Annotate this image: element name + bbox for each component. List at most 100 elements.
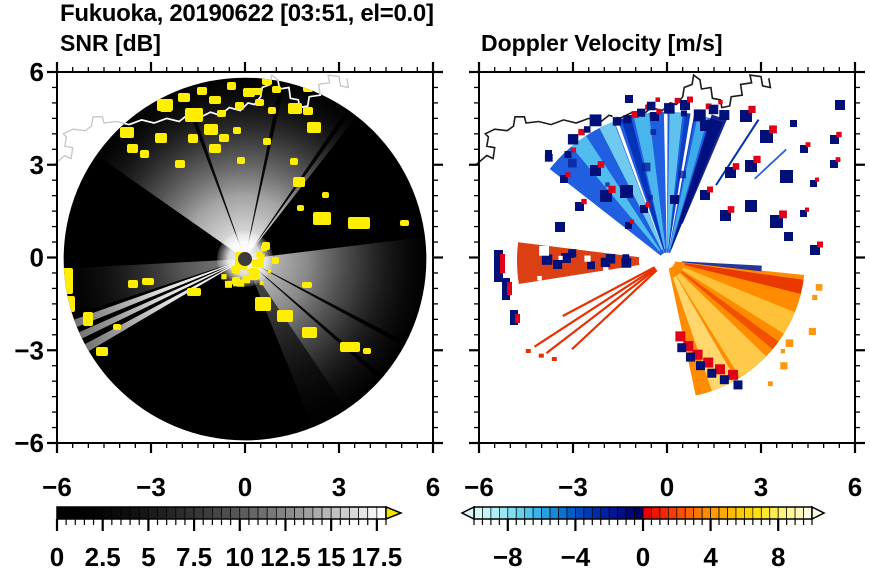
snr-clutter-blob <box>313 212 331 225</box>
velocity-clutter-blob <box>555 222 565 232</box>
velocity-clutter-blob <box>545 150 552 157</box>
velocity-colorbar-cell <box>642 506 652 520</box>
velocity-clutter-blob <box>575 202 584 211</box>
velocity-colorbar-cell <box>659 506 669 520</box>
axes: −6 −3 0 3 6 <box>464 62 865 502</box>
snr-clutter-blob <box>209 144 221 153</box>
velocity-clutter-blob <box>720 210 731 221</box>
snr-colorbar-label: 17.5 <box>352 542 403 570</box>
snr-colorbar: 0 2.5 5 7.5 10 12.5 15 17.5 <box>50 505 404 570</box>
snr-clutter-blob <box>340 342 360 352</box>
figure-title: Fukuoka, 20190622 [03:51, el=0.0] <box>60 0 434 27</box>
snr-clutter-blob <box>96 347 108 356</box>
snr-colorbar-cell <box>111 506 122 520</box>
snr-clutter-blob <box>127 144 138 153</box>
snr-clutter-blob <box>348 217 370 229</box>
velocity-colorbar-cell <box>777 506 788 520</box>
velocity-colorbar-cell <box>473 506 483 520</box>
snr-clutter-blob <box>197 87 207 95</box>
snr-clutter-blob <box>277 310 293 322</box>
snr-clutter-blob <box>297 205 304 211</box>
snr-colorbar-cell <box>84 506 94 520</box>
velocity-colorbar-cell <box>727 506 737 520</box>
velocity-clutter-blob <box>784 232 793 241</box>
velocity-colorbar-cell <box>608 506 619 520</box>
snr-clutter-blob <box>255 99 264 106</box>
snr-colorbar-cell <box>56 506 67 520</box>
velocity-colorbar-cell <box>803 506 813 520</box>
snr-colorbar-cell <box>248 506 259 520</box>
snr-echo-sector <box>245 236 427 410</box>
x-tick-label: −6 <box>42 472 72 502</box>
velocity-colorbar-cell <box>760 506 771 520</box>
snr-clutter-blob <box>120 127 134 138</box>
snr-colorbar-cell <box>193 506 204 520</box>
snr-clutter-blob <box>175 160 185 168</box>
snr-clutter-blob <box>288 77 300 83</box>
velocity-colorbar-label: 0 <box>636 542 650 570</box>
radar-site-dot <box>238 252 252 267</box>
snr-colorbar-cell <box>275 506 286 520</box>
snr-clutter-blob <box>255 297 271 311</box>
velocity-clutter-blob <box>700 120 711 131</box>
velocity-colorbar-label: −4 <box>561 542 591 570</box>
snr-clutter-blob <box>227 82 236 90</box>
snr-colorbar-cell <box>303 506 314 520</box>
beam-shadow-ray <box>252 262 407 347</box>
velocity-clutter-blob <box>625 95 633 103</box>
velocity-colorbar-cell <box>566 506 576 520</box>
snr-clutter-blob <box>185 108 203 122</box>
snr-clutter-blob <box>209 96 221 104</box>
velocity-colorbar-cell <box>710 506 720 520</box>
velocity-colorbar-cell <box>701 506 711 520</box>
snr-clutter-blob <box>302 327 317 338</box>
snr-clutter-blob <box>268 107 276 114</box>
snr-colorbar-cell <box>212 506 222 520</box>
velocity-colorbar-cell <box>558 506 568 520</box>
snr-colorbar-cell <box>184 506 195 520</box>
snr-clutter-blob <box>188 134 198 143</box>
x-tick-label: 3 <box>332 472 346 502</box>
snr-colorbar-cell <box>294 506 305 520</box>
snr-colorbar-label: 10 <box>225 542 254 570</box>
snr-colorbar-cell <box>230 506 241 520</box>
velocity-clutter-blob <box>725 167 736 178</box>
snr-clutter-blob <box>327 86 337 94</box>
snr-clutter-blob <box>160 102 172 112</box>
snr-clutter-blob <box>233 127 241 134</box>
snr-clutter-blob <box>219 134 229 142</box>
snr-colorbar-cell <box>266 506 277 520</box>
velocity-clutter-blob <box>800 210 807 217</box>
velocity-colorbar-cell <box>575 506 585 520</box>
x-tick-label: 6 <box>848 472 862 502</box>
snr-clutter-blob <box>363 348 371 354</box>
velocity-clutter-blob <box>835 100 845 110</box>
velocity-colorbar-cell <box>744 506 754 520</box>
snr-clutter-blob <box>262 78 272 85</box>
snr-clutter-blob <box>178 93 190 102</box>
velocity-clutter-blob <box>800 145 808 153</box>
snr-clutter-blob <box>293 177 305 187</box>
x-tick-label: −3 <box>558 472 588 502</box>
velocity-colorbar-cell <box>752 506 762 520</box>
snr-clutter-blob <box>272 257 279 264</box>
snr-colorbar-cell <box>65 506 76 520</box>
snr-colorbar-cell <box>330 506 341 520</box>
velocity-colorbar-cell <box>693 506 703 520</box>
x-tick-label: 3 <box>754 472 768 502</box>
snr-clutter-blob <box>217 110 226 117</box>
velocity-colorbar-cell <box>735 506 745 520</box>
snr-clutter-blob <box>128 280 138 288</box>
snr-clutter-blob <box>272 86 281 93</box>
velocity-colorbar-cell <box>625 506 635 520</box>
y-tick-label: 6 <box>30 57 44 87</box>
snr-colorbar-cell <box>312 506 323 520</box>
snr-clutter-blob <box>142 278 154 285</box>
velocity-colorbar-cell <box>499 506 509 520</box>
velocity-panel-title: Doppler Velocity [m/s] <box>481 30 723 56</box>
snr-colorbar-cell <box>358 506 369 520</box>
snr-clutter-blob <box>204 124 218 135</box>
velocity-colorbar-cell <box>794 506 804 520</box>
snr-echo-sector <box>74 259 245 327</box>
snr-colorbar-cell <box>285 506 295 520</box>
